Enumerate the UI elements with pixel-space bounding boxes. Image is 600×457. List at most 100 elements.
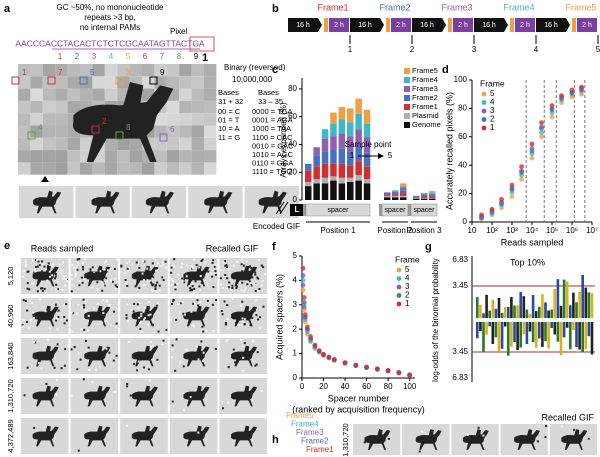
bar-segment <box>305 163 312 171</box>
bar-segment <box>429 192 436 194</box>
noise-dot <box>76 258 79 261</box>
bases-header: Bases <box>258 88 279 97</box>
pixel <box>204 88 217 101</box>
noise-dot <box>544 436 547 439</box>
noise-dot <box>221 287 224 290</box>
bar-segment <box>400 187 407 191</box>
noise-dot <box>89 268 92 271</box>
noise-dot <box>83 258 86 261</box>
noise-dot <box>37 260 40 263</box>
repeat <box>408 204 411 216</box>
noise-dot <box>242 320 245 323</box>
noise-dot <box>26 287 29 290</box>
bar-segment <box>384 193 391 195</box>
noise-dot <box>261 289 264 292</box>
noise-dot <box>387 437 390 440</box>
noise-dot <box>237 323 240 326</box>
noise-dot <box>195 345 198 348</box>
noise-dot <box>146 279 149 282</box>
noise-dot <box>55 378 58 381</box>
noise-dot <box>200 259 203 262</box>
noise-dot <box>243 323 246 326</box>
noise-dot <box>200 340 203 343</box>
noise-dot <box>242 369 245 372</box>
y-tick-label: 60 <box>458 132 467 141</box>
noise-dot <box>170 284 173 287</box>
noise-dot <box>254 289 257 292</box>
noise-dot <box>160 265 163 268</box>
noise-dot <box>240 304 243 307</box>
pixel <box>30 76 43 89</box>
noise-dot <box>44 310 47 313</box>
logo-bar <box>494 322 498 338</box>
noise-dot <box>162 261 165 264</box>
y-tick-label: 6.83 <box>452 373 468 382</box>
position-label: Position 3 <box>406 226 442 235</box>
noise-dot <box>66 345 69 348</box>
noise-dot <box>139 327 142 330</box>
sample-point: 3 <box>472 45 477 54</box>
noise-dot <box>31 270 34 273</box>
noise-dot <box>38 298 41 301</box>
noise-dot <box>57 316 60 319</box>
noise-dot <box>174 369 177 372</box>
noise-dot <box>214 270 217 273</box>
noise-dot <box>37 362 40 365</box>
noise-dot <box>100 281 103 284</box>
logo-bar <box>534 322 538 348</box>
incubation-arrow <box>350 18 384 32</box>
noise-dot <box>115 285 118 288</box>
bar-segment <box>338 148 346 164</box>
noise-dot <box>143 278 146 281</box>
bar-segment <box>429 190 436 193</box>
noise-dot <box>220 310 223 313</box>
noise-dot <box>106 280 109 283</box>
pixel <box>154 150 167 163</box>
induction <box>448 18 452 32</box>
induction <box>329 18 349 32</box>
bases-range: 31 + 32 <box>218 97 243 106</box>
noise-dot <box>32 316 35 319</box>
pixel <box>154 64 167 77</box>
logo-bar <box>569 322 572 350</box>
noise-dot <box>176 282 179 285</box>
noise-dot <box>54 275 57 278</box>
code: 00 = C <box>218 107 241 116</box>
logo-bar <box>531 322 535 343</box>
logo-bar <box>476 297 479 318</box>
noise-dot <box>24 260 27 263</box>
legend-label: Frame3 <box>412 84 438 93</box>
noise-dot <box>242 356 245 359</box>
code: 0010 = GAC <box>252 141 294 150</box>
bar-segment <box>413 197 420 198</box>
logo-bar <box>575 302 578 318</box>
pixel-marker <box>149 76 158 85</box>
noise-dot <box>246 260 249 263</box>
noise-dot <box>259 326 262 329</box>
point <box>549 103 555 108</box>
bar-segment <box>363 183 371 200</box>
noise-dot <box>421 430 424 433</box>
noise-dot <box>29 319 32 322</box>
noise-dot <box>162 339 165 342</box>
x-tick-label: 40 <box>341 382 350 391</box>
point <box>300 287 306 293</box>
noise-dot <box>126 284 129 287</box>
logo-bar <box>550 322 553 328</box>
noise-dot <box>171 348 174 351</box>
noise-dot <box>23 394 26 397</box>
bar-segment <box>429 198 436 200</box>
noise-dot <box>32 341 35 344</box>
bar-segment <box>338 177 346 184</box>
noise-dot <box>224 258 227 261</box>
legend-swatch <box>404 95 410 101</box>
point <box>509 186 515 192</box>
pixel <box>18 137 31 151</box>
noise-dot <box>173 265 176 268</box>
noise-dot <box>204 261 207 264</box>
logo-bar <box>584 322 588 350</box>
logo-bar <box>525 309 529 318</box>
noise-dot <box>148 300 151 303</box>
noise-dot <box>170 302 173 305</box>
